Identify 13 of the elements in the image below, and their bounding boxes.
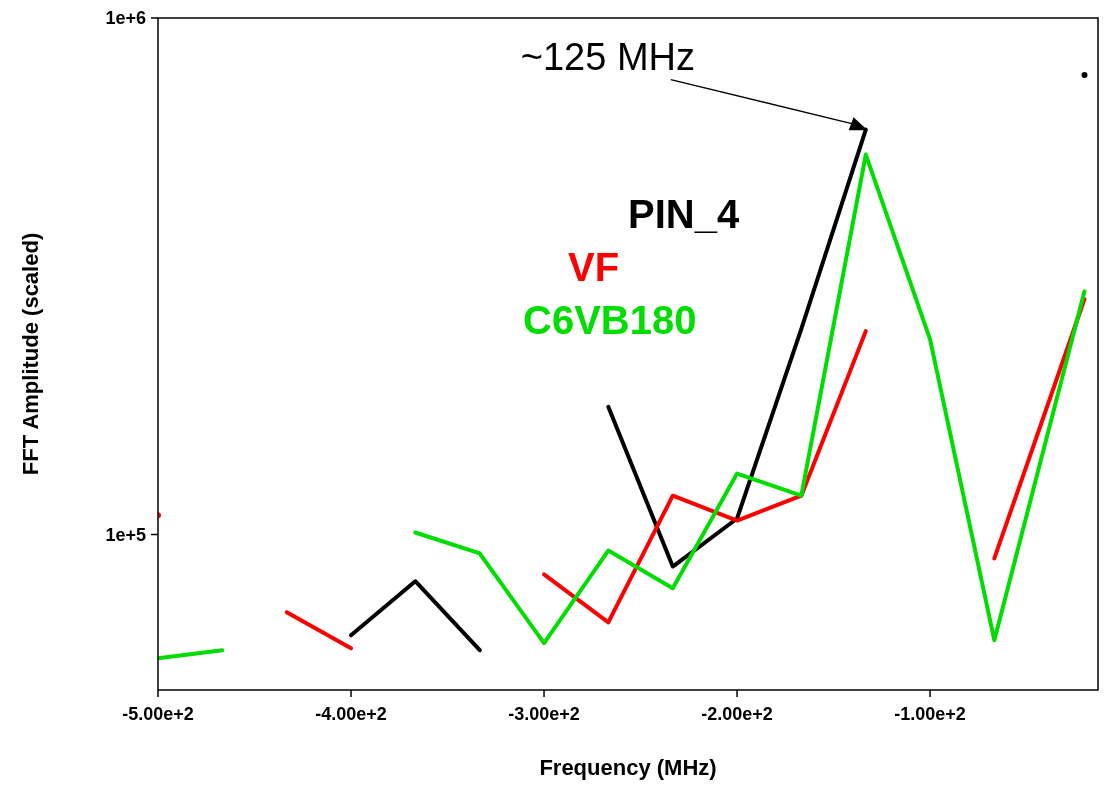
x-tick-label: -3.00e+2 <box>508 704 580 724</box>
x-axis-title: Frequency (MHz) <box>539 755 717 780</box>
x-tick-label: -4.00e+2 <box>315 704 387 724</box>
text: VF <box>568 245 620 289</box>
text: C6VB180 <box>523 298 697 342</box>
x-tick-label: -5.00e+2 <box>122 704 194 724</box>
x-tick-label: -1.00e+2 <box>894 704 966 724</box>
annotation: ~125 MHz <box>520 35 696 78</box>
y-axis-title: FFT Amplitude (scaled) <box>18 232 43 476</box>
text: PIN_4 <box>628 192 740 236</box>
y-tick-label: 1e+6 <box>105 8 146 29</box>
y-tick-label: 1e+5 <box>105 524 146 545</box>
x-tick-label: -2.00e+2 <box>701 704 773 724</box>
